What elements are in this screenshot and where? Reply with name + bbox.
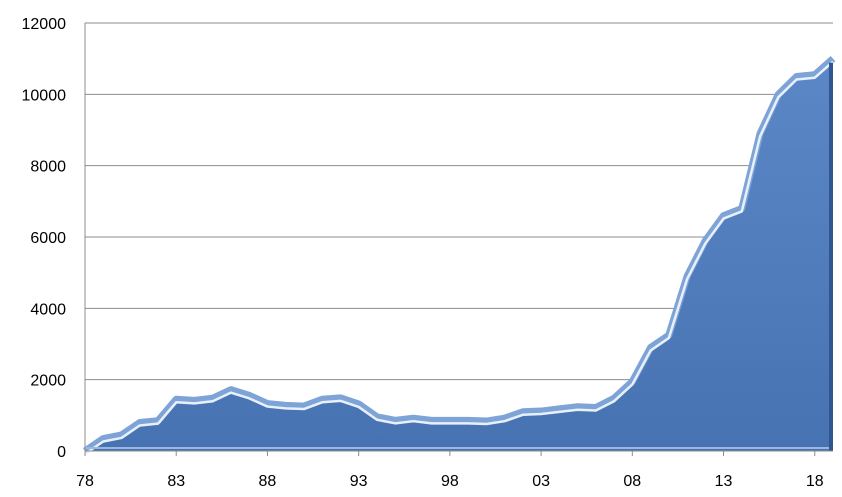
x-tick-label: 88	[259, 473, 277, 490]
x-tick-label: 98	[441, 473, 459, 490]
x-tick-label: 13	[715, 473, 733, 490]
axes	[84, 23, 833, 456]
x-tick-label: 08	[623, 473, 641, 490]
y-tick-label: 4000	[30, 301, 66, 318]
x-axis-tick-labels: 78 83 88 93 98 03 08 13 18	[76, 473, 824, 490]
x-tick-label: 78	[76, 473, 94, 490]
y-axis-tick-labels: 0 2000 4000 6000 8000 10000 12000	[22, 16, 67, 461]
area-shading	[85, 58, 833, 452]
y-tick-label: 8000	[30, 159, 66, 176]
x-tick-label: 83	[167, 473, 185, 490]
y-tick-label: 10000	[22, 87, 67, 104]
x-tick-label: 93	[350, 473, 368, 490]
x-tick-label: 18	[806, 473, 824, 490]
area-edge-highlight	[84, 60, 834, 456]
y-tick-label: 2000	[30, 373, 66, 390]
y-tick-label: 6000	[30, 230, 66, 247]
y-tick-label: 0	[57, 444, 66, 461]
area-series	[83, 56, 836, 456]
area-edge-outline	[83, 56, 836, 454]
x-tick-label: 03	[532, 473, 550, 490]
y-tick-label: 12000	[22, 16, 67, 33]
